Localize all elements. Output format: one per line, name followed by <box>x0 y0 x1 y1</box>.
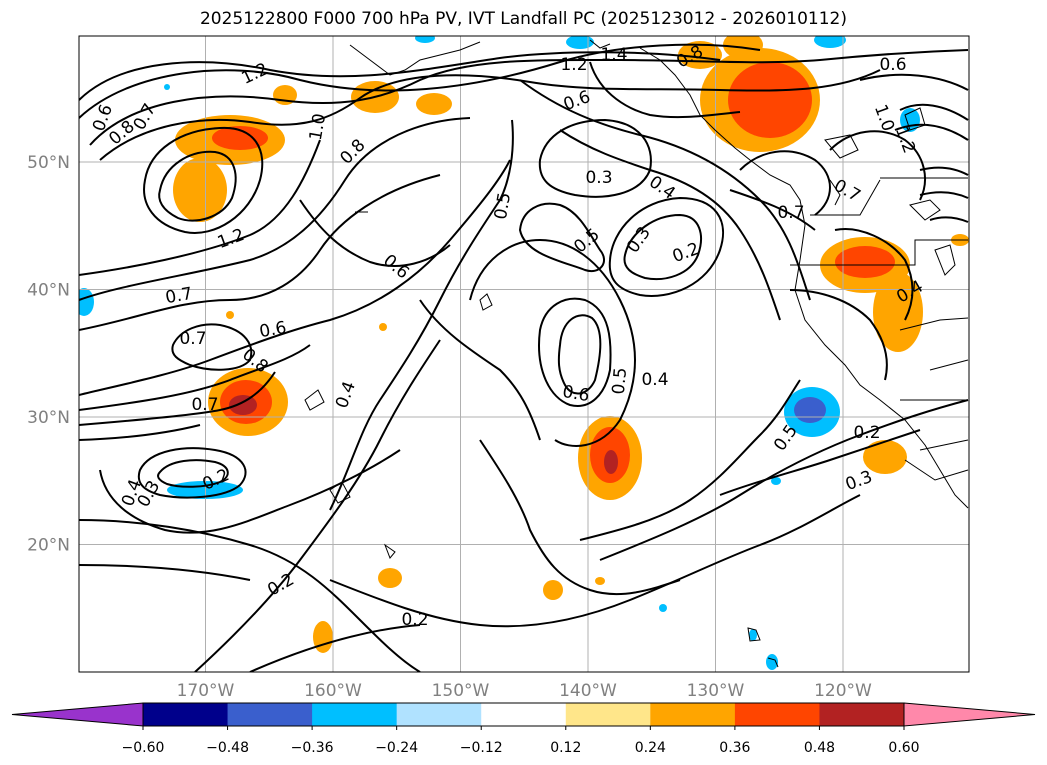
colorbar-bin <box>734 703 820 726</box>
contour-label: 0.7 <box>191 395 218 415</box>
lon-tick-label: 170°W <box>177 681 235 701</box>
colorbar-bin <box>312 703 398 726</box>
colorbar-tick-label: −0.60 <box>122 740 165 756</box>
contour-label: 0.7 <box>164 284 194 308</box>
contour-label: 1.2 <box>239 59 272 89</box>
contour-label: 1.2 <box>215 225 247 253</box>
colorbar-tick-label: −0.48 <box>206 740 249 756</box>
contour-label: 0.5 <box>570 225 604 258</box>
contour-label: 0.6 <box>379 251 413 284</box>
contour-label: 0.2 <box>401 610 428 630</box>
colorbar-tick-label: 0.36 <box>719 740 750 756</box>
colorbar-tick-label: 0.60 <box>888 740 919 756</box>
colorbar-tick-label: −0.12 <box>460 740 503 756</box>
map-title: 2025122800 F000 700 hPa PV, IVT Landfall… <box>199 9 847 29</box>
colorbar-tick-label: −0.36 <box>291 740 334 756</box>
contour-label: 1.4 <box>600 45 627 65</box>
latitude-labels: 50°N 40°N 30°N 20°N <box>27 153 70 556</box>
lat-tick-label: 40°N <box>27 281 70 301</box>
lat-tick-label: 20°N <box>27 536 70 556</box>
contour-label: 0.6 <box>561 382 591 406</box>
colorbar-extend-low <box>11 702 144 727</box>
longitude-labels: 170°W 160°W 150°W 140°W 130°W 120°W <box>177 681 872 701</box>
graticule <box>79 36 969 672</box>
lon-tick-label: 150°W <box>432 681 490 701</box>
contour-label: 0.6 <box>879 55 906 75</box>
contour-label: 0.7 <box>830 176 863 207</box>
lat-tick-label: 30°N <box>27 408 70 428</box>
colorbar-tick-label: 0.48 <box>804 740 835 756</box>
colorbar-extend-high <box>903 702 1036 727</box>
colorbar-bin <box>819 703 905 726</box>
pv-contours <box>79 43 969 672</box>
contour-label: 0.3 <box>843 467 875 495</box>
lat-tick-label: 50°N <box>27 153 70 173</box>
contour-label: 0.7 <box>777 203 804 223</box>
contour-label: 0.7 <box>179 329 206 349</box>
lon-tick-label: 160°W <box>304 681 362 701</box>
lon-tick-label: 130°W <box>687 681 745 701</box>
lon-tick-label: 120°W <box>814 681 872 701</box>
colorbar-bin <box>227 703 313 726</box>
colorbar-bin <box>650 703 736 726</box>
contour-label: 0.2 <box>670 239 702 267</box>
map-frame <box>78 35 970 673</box>
contour-label: 0.8 <box>336 135 369 168</box>
colorbar-bin <box>143 703 229 726</box>
colorbar: −0.60 −0.48 −0.36 −0.24 −0.12 0.12 0.24 0.36 0.4… <box>11 702 1036 756</box>
colorbar-outline <box>142 702 905 727</box>
contour-label: 0.4 <box>332 379 360 411</box>
contour-label: 0.3 <box>585 168 612 188</box>
colorbar-tick-label: 0.24 <box>635 740 666 756</box>
contour-label: 0.3 <box>623 223 655 257</box>
colorbar-tick-label: 0.12 <box>550 740 581 756</box>
contour-label: 0.5 <box>491 191 515 221</box>
contour-label: 0.5 <box>609 367 631 396</box>
colorbar-bin <box>396 703 482 726</box>
contour-label: 1.2 <box>560 55 587 75</box>
colorbar-bin <box>481 703 567 726</box>
contour-label: 0.2 <box>264 570 297 601</box>
contour-label: 0.2 <box>853 423 880 443</box>
colorbar-tick-label: −0.24 <box>375 740 418 756</box>
colorbar-bin <box>565 703 651 726</box>
contour-label: 1.0 <box>306 112 330 142</box>
coastlines <box>304 39 969 668</box>
contour-label: 0.6 <box>258 318 288 342</box>
contour-label: 0.4 <box>641 370 668 390</box>
lon-tick-label: 140°W <box>559 681 617 701</box>
